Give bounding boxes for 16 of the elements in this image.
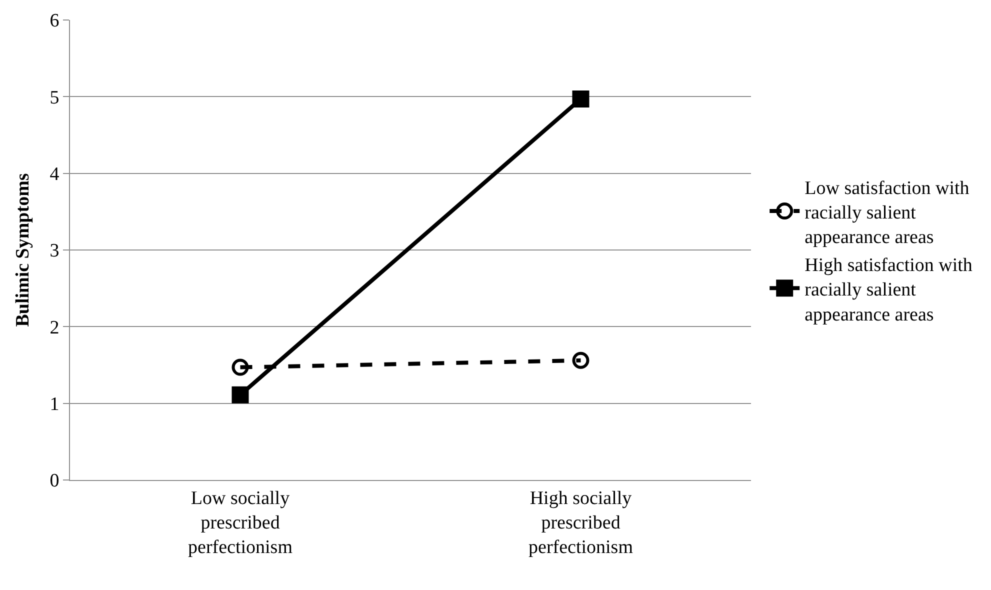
y-tick-label: 5 xyxy=(50,87,60,108)
x-tick-label: High socially prescribed perfectionism xyxy=(528,488,634,558)
point xyxy=(572,90,590,108)
y-axis-title: Bulimic Symptoms xyxy=(12,173,34,327)
y-tick-label: 2 xyxy=(50,317,60,338)
y-tick-label: 1 xyxy=(50,394,60,415)
legend-label: Low satisfaction with racially salient appearance areas xyxy=(804,178,970,248)
point xyxy=(232,386,249,404)
y-tick-label: 0 xyxy=(50,470,60,492)
point xyxy=(572,352,590,369)
y-tick-label: 4 xyxy=(50,164,60,185)
point xyxy=(232,358,249,376)
legend-label: High satisfaction with racially salient appearance areas xyxy=(804,254,973,326)
y-tick-label: 6 xyxy=(50,10,60,32)
y-tick-label: 3 xyxy=(50,240,60,262)
x-tick-label: Low socially prescribed perfectionism xyxy=(188,488,293,558)
